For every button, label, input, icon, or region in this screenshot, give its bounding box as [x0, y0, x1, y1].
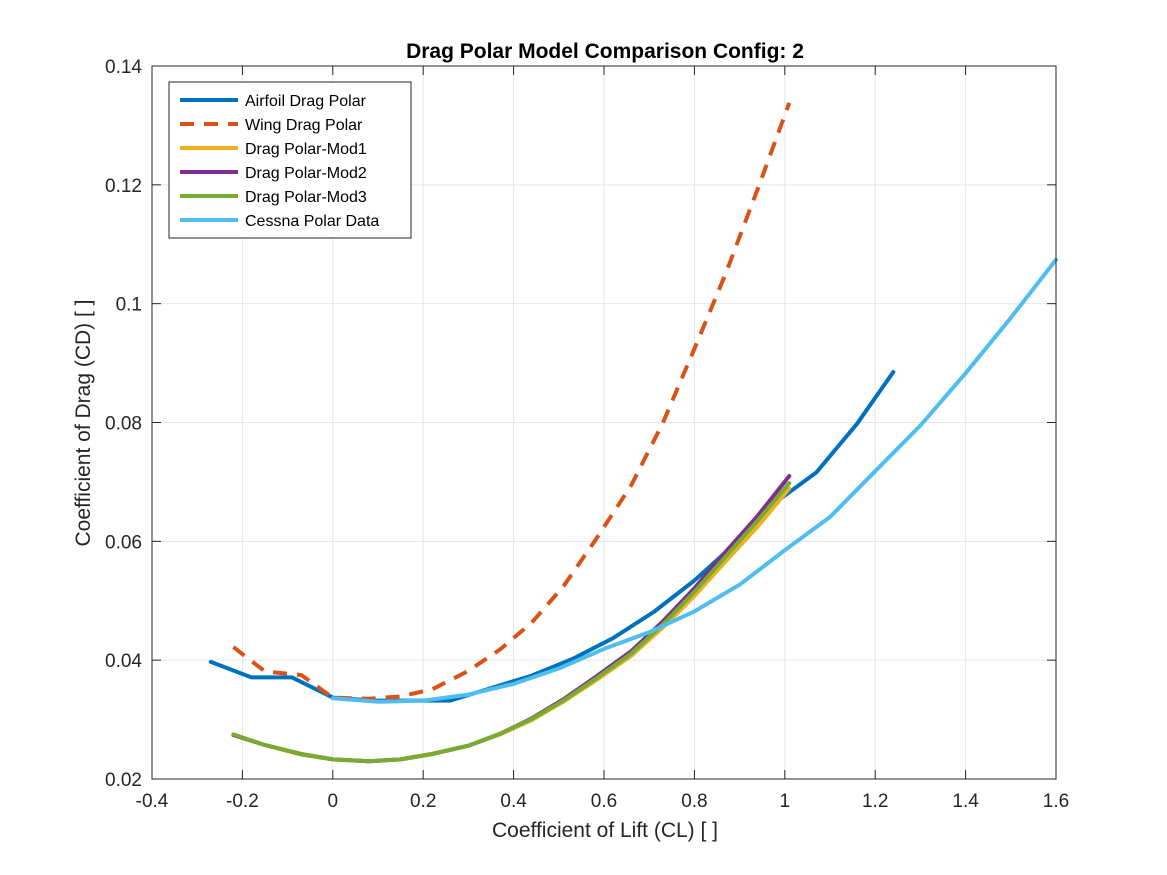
y-tick-label: 0.04 — [105, 651, 142, 672]
legend-entry-label: Drag Polar-Mod1 — [245, 141, 367, 158]
series-line-5 — [231, 481, 792, 764]
legend-entry-label: Drag Polar-Mod3 — [245, 189, 367, 206]
x-tick-label: -0.2 — [226, 791, 259, 812]
x-tick-label: 0.4 — [500, 791, 527, 812]
x-tick-label: 0 — [328, 791, 339, 812]
x-tick-label: 0.8 — [681, 791, 707, 812]
chart-title: Drag Polar Model Comparison Config: 2 — [406, 40, 804, 63]
x-tick-label: 1.6 — [1043, 791, 1069, 812]
y-tick-label: 0.02 — [105, 770, 142, 791]
legend: Airfoil Drag Polar Wing Drag Polar Drag Po… — [168, 81, 412, 239]
x-tick-label: 1.4 — [952, 791, 979, 812]
y-tick-label: 0.14 — [105, 57, 142, 78]
y-axis-label: Coefficient of Drag (CD) [ ] — [72, 299, 95, 546]
legend-entry-label: Wing Drag Polar — [245, 117, 363, 134]
axes-ticks: -0.4 -0.2 0 0.2 0.4 0.6 0.8 1 1.2 1.4 1.6 0.02 0.04 0… — [105, 57, 1069, 812]
x-tick-label: -0.4 — [136, 791, 169, 812]
legend-box — [168, 81, 412, 239]
y-tick-label: 0.08 — [105, 414, 142, 435]
x-tick-label: 1.2 — [862, 791, 888, 812]
y-tick-label: 0.12 — [105, 176, 142, 197]
x-axis-label: Coefficient of Lift (CL) [ ] — [492, 819, 718, 842]
x-tick-label: 1 — [780, 791, 791, 812]
x-tick-label: 0.6 — [591, 791, 617, 812]
x-tick-label: 0.2 — [410, 791, 436, 812]
series-lines — [208, 102, 1058, 764]
series-line-6 — [330, 257, 1058, 704]
legend-entry-label: Airfoil Drag Polar — [245, 93, 367, 110]
y-tick-label: 0.1 — [116, 295, 142, 316]
legend-entry-label: Cessna Polar Data — [245, 213, 379, 230]
y-tick-label: 0.06 — [105, 532, 142, 553]
series-line-2 — [232, 102, 792, 701]
legend-entry-label: Drag Polar-Mod2 — [245, 165, 367, 182]
